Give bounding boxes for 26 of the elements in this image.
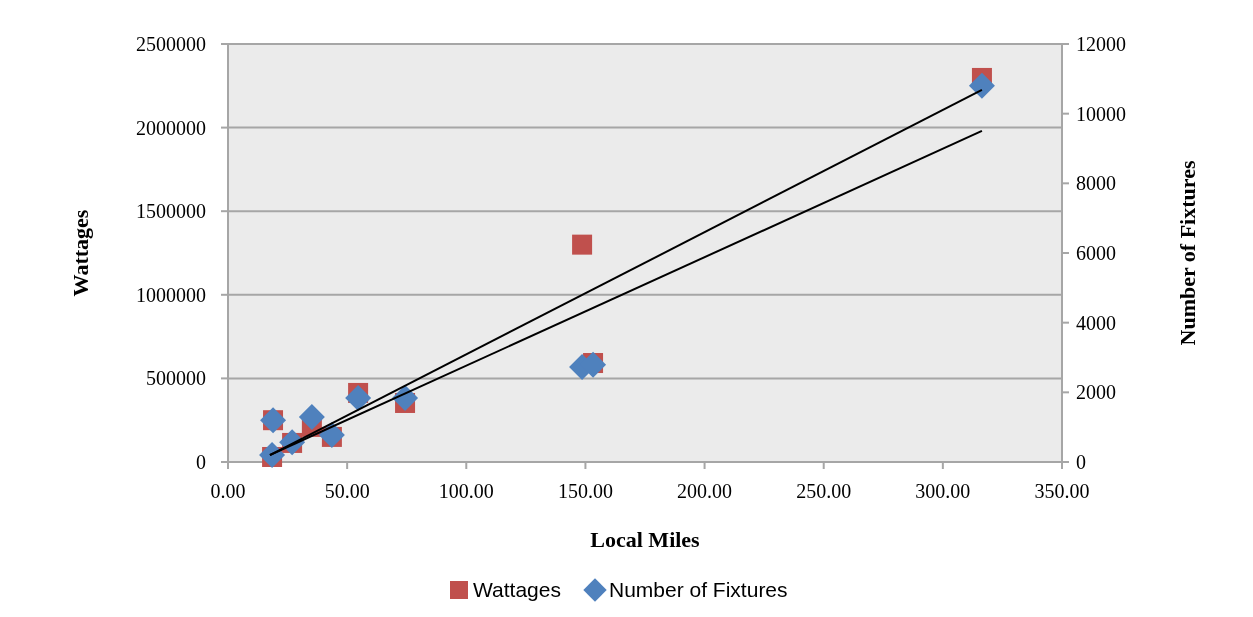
x-tick-label: 250.00 [796, 480, 852, 502]
y-tick-label: 2000000 [136, 116, 206, 139]
x-tick-label: 50.00 [324, 480, 370, 502]
x-tick-label: 100.00 [438, 480, 494, 502]
x-tick-label: 200.00 [677, 480, 733, 502]
y2-tick-label: 6000 [1076, 242, 1116, 264]
y2-axis-title: Number of Fixtures [1175, 160, 1200, 346]
y-tick-label: 1000000 [136, 283, 206, 306]
x-tick-label: 300.00 [915, 480, 971, 502]
y2-tick-label: 2000 [1076, 381, 1116, 404]
y-axis-title: Wattages [68, 209, 93, 297]
y2-tick-label: 0 [1076, 451, 1086, 473]
y2-tick-label: 8000 [1076, 172, 1116, 195]
y2-tick-label: 12000 [1076, 33, 1126, 55]
y-tick-label: 500000 [146, 367, 206, 390]
y2-tick-label: 10000 [1076, 102, 1126, 125]
x-tick-label: 350.00 [1034, 480, 1090, 502]
y-tick-label: 0 [196, 451, 206, 473]
x-tick-label: 150.00 [557, 480, 613, 502]
legend-label: Number of Fixtures [609, 578, 788, 601]
y2-tick-label: 4000 [1076, 311, 1116, 334]
x-tick-label: 0.00 [210, 480, 246, 502]
x-axis-title: Local Miles [590, 527, 701, 552]
y-tick-label: 2500000 [136, 33, 206, 55]
legend-label: Wattages [473, 578, 561, 601]
y-tick-label: 1500000 [136, 200, 206, 223]
